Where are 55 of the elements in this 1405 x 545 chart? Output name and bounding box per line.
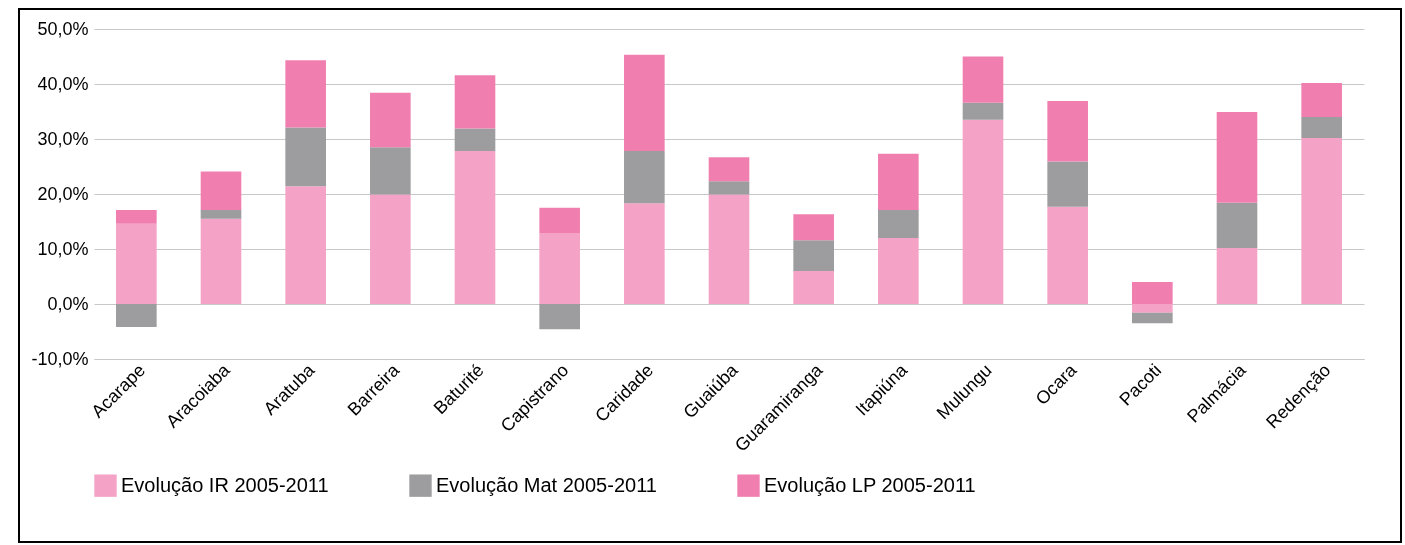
bar [962,119,1004,304]
bar [454,151,496,304]
y-tick-label: 20,0% [37,183,89,204]
bar [878,209,919,238]
bar [793,271,834,304]
bar [962,56,1004,103]
bar [1301,137,1342,304]
bar [878,238,919,304]
bar [1216,247,1258,304]
bar [285,60,326,128]
bar [1047,161,1088,207]
bar [624,54,665,152]
y-tick-label: 50,0% [37,18,89,39]
bar [793,214,834,241]
legend-label: Evolução IR 2005-2011 [121,473,329,496]
bar [1301,117,1342,138]
bar [624,203,665,304]
bar [116,209,157,224]
bar [1132,282,1173,304]
bar [1047,101,1088,162]
bar [708,181,750,195]
bar [793,240,834,271]
bar [454,128,496,152]
bar [539,207,580,234]
bar [624,151,665,204]
bar [1132,312,1173,324]
legend-label: Evolução Mat 2005-2011 [436,473,657,496]
y-tick-label: -10,0% [31,348,89,369]
bar [1216,202,1258,248]
bar [370,147,411,195]
bar [370,92,411,148]
y-tick-label: 10,0% [37,238,89,259]
bar [200,171,242,210]
bar [116,304,157,328]
y-tick-label: 30,0% [37,128,89,149]
bar [200,218,242,304]
bar [708,194,750,304]
bar [1216,112,1258,203]
bar [708,157,750,182]
legend-label: Evolução LP 2005-2011 [764,473,976,496]
bar [116,223,157,304]
y-tick-label: 40,0% [37,73,89,94]
bar [1132,304,1173,313]
bar [878,153,919,210]
bar [1047,206,1088,304]
bar [1301,82,1342,117]
bar [200,209,242,219]
bar [370,194,411,304]
bar [285,186,326,304]
bar [454,75,496,129]
bar [539,233,580,304]
bar [962,102,1004,120]
bar [285,127,326,187]
bar [539,304,580,330]
y-tick-label: 0,0% [47,293,89,314]
